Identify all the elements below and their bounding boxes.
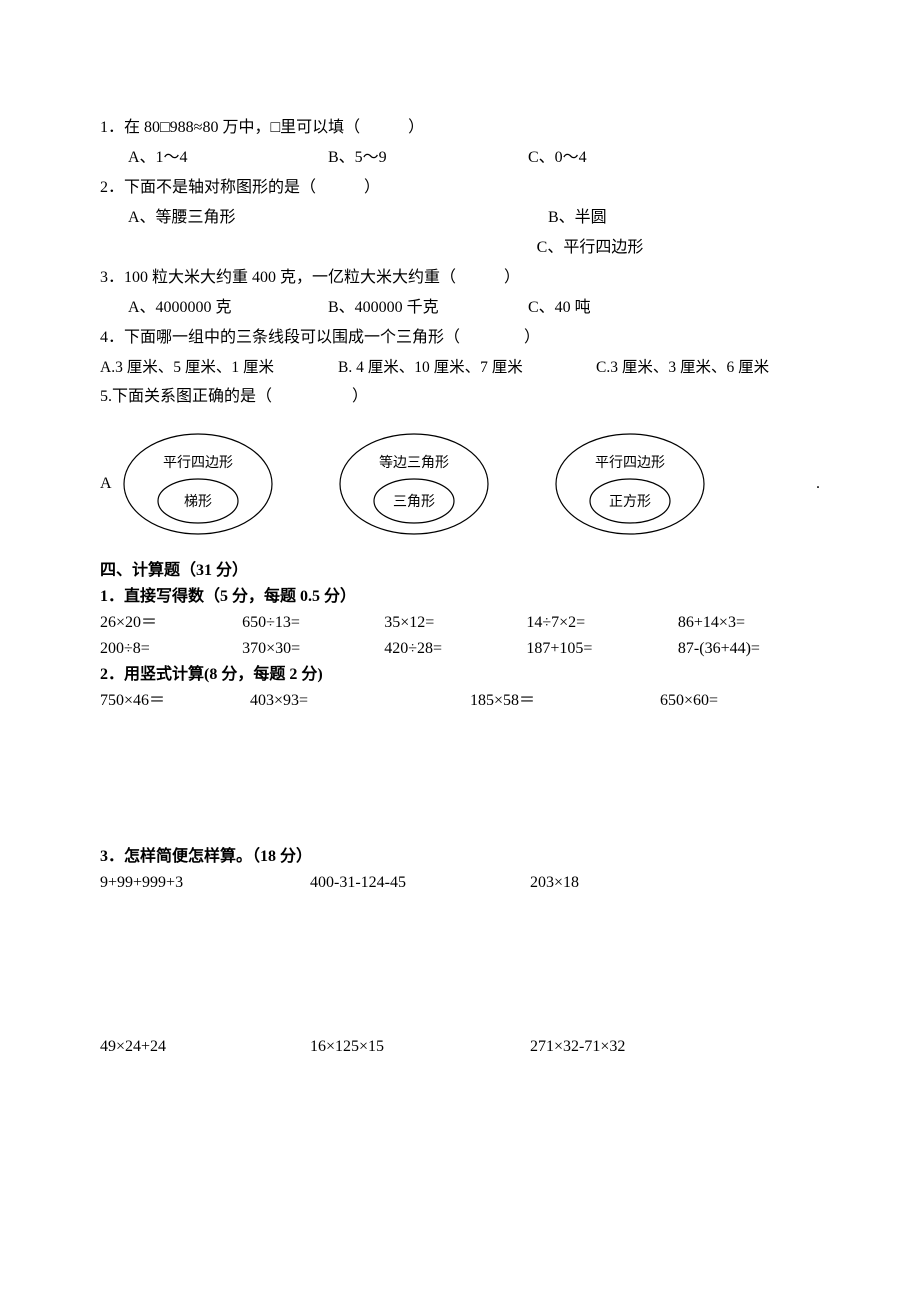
- p2-c1: 750×46＝: [100, 689, 250, 713]
- q3-opt-b: B、400000 千克: [328, 296, 528, 320]
- venn2-outer-ellipse: [340, 434, 488, 534]
- q1-options: A、1～4 B、5～9 C、0～4: [128, 146, 820, 170]
- p1-r1-c1: 26×20＝: [100, 611, 242, 635]
- p1-r2-c5: 87-(36+44)=: [678, 637, 820, 661]
- venn1-inner-label: 梯形: [184, 494, 212, 510]
- q2-stem: 2．下面不是轴对称图形的是（ ）: [100, 176, 820, 200]
- p3-r1-c3: 203×18: [530, 871, 579, 895]
- p1-row2: 200÷8= 370×30= 420÷28= 187+105= 87-(36+4…: [100, 637, 820, 661]
- venn-diagram-3: 平行四边形 正方形: [550, 429, 710, 539]
- q2-options-row1: A、等腰三角形 B、半圆: [128, 206, 820, 230]
- sec4-p2-title: 2．用竖式计算(8 分，每题 2 分): [100, 663, 820, 687]
- q3-opt-c: C、40 吨: [528, 296, 728, 320]
- q3-opt-a: A、4000000 克: [128, 296, 328, 320]
- q4-stem: 4．下面哪一组中的三条线段可以围成一个三角形（ ）: [100, 326, 820, 350]
- q2-opt-c: C、平行四边形: [100, 236, 820, 260]
- p1-r1-c5: 86+14×3=: [678, 611, 820, 635]
- venn2-inner-label: 三角形: [393, 494, 435, 510]
- p1-r1-c4: 14÷7×2=: [526, 611, 678, 635]
- q1-opt-c: C、0～4: [528, 146, 728, 170]
- venn-diagram-2: 等边三角形 三角形: [334, 429, 494, 539]
- venn2-outer-label: 等边三角形: [379, 454, 449, 471]
- q5-stem: 5.下面关系图正确的是（ ）: [100, 385, 820, 409]
- q1-opt-a: A、1～4: [128, 146, 328, 170]
- q2-opt-b: B、半圆: [548, 206, 607, 230]
- q1-stem: 1．在 80□988≈80 万中，□里可以填（ ）: [100, 116, 820, 140]
- q4-opt-b: B. 4 厘米、10 厘米、7 厘米: [338, 356, 596, 379]
- p2-c2: 403×93=: [250, 689, 470, 713]
- q5-label-a: A: [100, 472, 112, 496]
- q3-options: A、4000000 克 B、400000 千克 C、40 吨: [128, 296, 820, 320]
- q5-diagram-row: A 平行四边形 梯形 等边三角形 三角形 平行四边形 正方形 .: [100, 429, 820, 539]
- sec4-p1-title: 1．直接写得数（5 分，每题 0.5 分）: [100, 585, 820, 609]
- q4-opt-c: C.3 厘米、3 厘米、6 厘米: [596, 356, 769, 379]
- p3-r2-c2: 16×125×15: [310, 1035, 530, 1059]
- p1-r2-c1: 200÷8=: [100, 637, 242, 661]
- p1-r1-c3: 35×12=: [384, 611, 526, 635]
- q1-opt-b: B、5～9: [328, 146, 528, 170]
- p3-r2-c3: 271×32-71×32: [530, 1035, 625, 1059]
- q4-options: A.3 厘米、5 厘米、1 厘米 B. 4 厘米、10 厘米、7 厘米 C.3 …: [100, 356, 820, 379]
- p1-r2-c4: 187+105=: [526, 637, 678, 661]
- p1-r1-c2: 650÷13=: [242, 611, 384, 635]
- q2-opt-a: A、等腰三角形: [128, 206, 548, 230]
- p3-r1-c1: 9+99+999+3: [100, 871, 310, 895]
- p2-c3: 185×58＝: [470, 689, 660, 713]
- p3-r1-c2: 400-31-124-45: [310, 871, 530, 895]
- venn1-outer-label: 平行四边形: [163, 455, 233, 471]
- venn3-inner-label: 正方形: [609, 494, 651, 510]
- p1-r2-c2: 370×30=: [242, 637, 384, 661]
- venn3-outer-ellipse: [556, 434, 704, 534]
- p1-r2-c3: 420÷28=: [384, 637, 526, 661]
- p2-c4: 650×60=: [660, 689, 718, 713]
- q4-opt-a: A.3 厘米、5 厘米、1 厘米: [100, 356, 338, 379]
- p3-row1: 9+99+999+3 400-31-124-45 203×18: [100, 871, 820, 895]
- venn3-outer-label: 平行四边形: [595, 455, 665, 471]
- p1-row1: 26×20＝ 650÷13= 35×12= 14÷7×2= 86+14×3=: [100, 611, 820, 635]
- sec4-p3-title: 3．怎样简便怎样算。（18 分）: [100, 845, 820, 869]
- p3-row2: 49×24+24 16×125×15 271×32-71×32: [100, 1035, 820, 1059]
- section-4-heading: 四、计算题（31 分）: [100, 559, 820, 583]
- venn-diagram-1: 平行四边形 梯形: [118, 429, 278, 539]
- p3-r2-c1: 49×24+24: [100, 1035, 310, 1059]
- venn1-outer-ellipse: [124, 434, 272, 534]
- trailing-dot: .: [710, 472, 820, 496]
- q3-stem: 3．100 粒大米大约重 400 克，一亿粒大米大约重（ ）: [100, 266, 820, 290]
- p2-row: 750×46＝ 403×93= 185×58＝ 650×60=: [100, 689, 820, 713]
